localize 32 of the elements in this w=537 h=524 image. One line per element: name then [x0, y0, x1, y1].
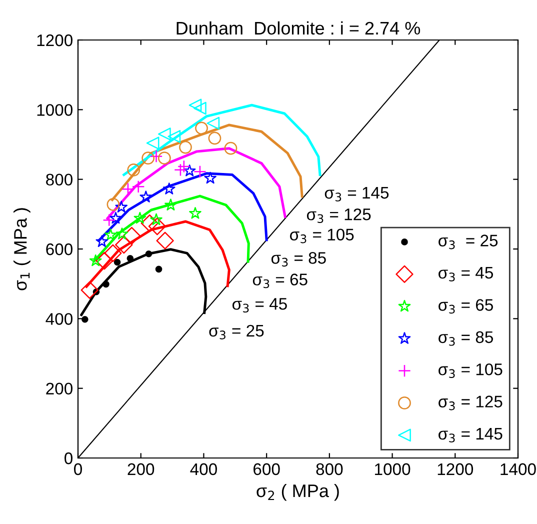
x-tick-label: 1200	[438, 463, 474, 476]
annotation: σ$_{3}$ = 145	[324, 187, 389, 202]
legend-label: σ$_{3}$ = 45	[438, 267, 493, 282]
y-tick-label: 1000	[37, 104, 72, 116]
annotation: σ$_{3}$ = 65	[252, 274, 308, 288]
y-tick-label: 600	[46, 243, 72, 256]
y-tick-label: 0	[64, 452, 72, 464]
legend-label: σ$_{3}$ = 105	[438, 363, 502, 378]
x-tick-label: 600	[254, 463, 280, 476]
x-tick-label: 1000	[375, 463, 410, 476]
y-tick-label: 1200	[37, 34, 72, 46]
y-tick-label: 400	[46, 313, 72, 325]
annotation: σ$_{3}$ = 45	[232, 298, 287, 313]
y-tick-label: 200	[46, 382, 72, 395]
annotation: σ$_{3}$ = 85	[271, 252, 326, 267]
x-tick-label: 0	[74, 463, 82, 476]
legend-label: σ$_{3}$ = 85	[438, 331, 493, 346]
legend-label: σ$_{3}$ = 125	[438, 396, 502, 410]
annotation: σ$_{3}$ = 105	[290, 228, 354, 244]
legend-label: σ$_{3}$ = 145	[438, 428, 502, 442]
x-tick-label: 800	[316, 463, 343, 476]
y-axis-title: σ$_{1}$ ( MPa )	[14, 208, 30, 290]
x-tick-label: 200	[128, 463, 154, 476]
x-tick-label: 400	[190, 463, 217, 476]
chart-title: Dunham Dolomite : i = 2.74 %	[176, 21, 420, 35]
annotation: σ$_{3}$ = 25	[209, 324, 264, 340]
x-tick-label: 1400	[500, 463, 536, 476]
annotation: σ$_{3}$ = 125	[306, 208, 371, 224]
y-tick-label: 800	[46, 174, 72, 186]
legend-label: σ$_{3}$ = 65	[438, 299, 493, 314]
x-axis-title: σ$_{2}$ ( MPa )	[256, 484, 339, 501]
legend-label: σ$_{3}$ = 25	[438, 234, 498, 250]
